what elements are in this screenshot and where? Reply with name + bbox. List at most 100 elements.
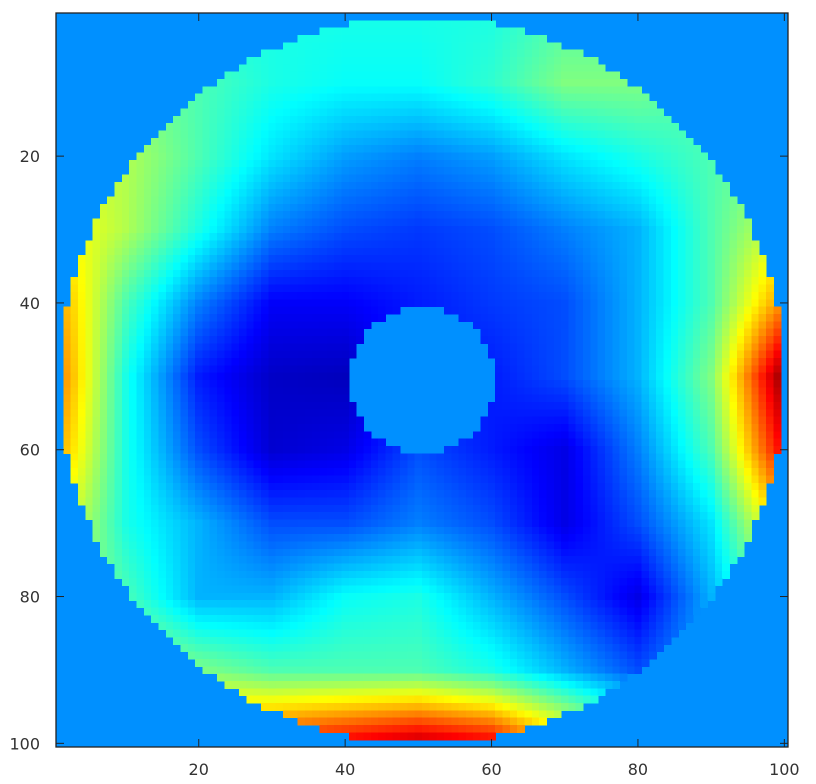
heatmap-cell bbox=[612, 380, 621, 388]
heatmap-cell bbox=[502, 255, 511, 264]
heatmap-cell bbox=[129, 409, 138, 418]
heatmap-cell bbox=[605, 189, 613, 198]
heatmap-cell bbox=[348, 321, 357, 330]
heatmap-cell bbox=[70, 409, 79, 418]
heatmap-cell bbox=[473, 20, 482, 29]
heatmap-cell bbox=[597, 247, 606, 256]
heatmap-cell bbox=[656, 416, 665, 425]
heatmap-cell bbox=[626, 328, 635, 337]
heatmap-cell bbox=[619, 101, 628, 110]
heatmap-cell bbox=[143, 145, 152, 154]
heatmap-cell bbox=[290, 269, 299, 278]
heatmap-cell bbox=[407, 130, 416, 139]
heatmap-cell bbox=[121, 277, 130, 286]
heatmap-cell bbox=[121, 174, 130, 183]
heatmap-cell bbox=[414, 453, 423, 462]
heatmap-cell bbox=[173, 446, 182, 454]
heatmap-cell bbox=[561, 453, 569, 462]
heatmap-cell bbox=[758, 255, 767, 264]
heatmap-cell bbox=[99, 460, 108, 469]
heatmap-cell bbox=[195, 387, 203, 396]
heatmap-cell bbox=[553, 130, 562, 139]
heatmap-cell bbox=[465, 269, 474, 278]
heatmap-cell bbox=[392, 71, 401, 80]
heatmap-cell bbox=[648, 387, 657, 396]
heatmap-cell bbox=[546, 468, 555, 477]
heatmap-cell bbox=[326, 402, 335, 410]
heatmap-cell bbox=[107, 409, 116, 418]
heatmap-cell bbox=[575, 416, 584, 425]
heatmap-cell bbox=[195, 145, 203, 154]
heatmap-cell bbox=[92, 357, 101, 366]
heatmap-cell bbox=[326, 130, 335, 139]
heatmap-cell bbox=[392, 167, 401, 176]
heatmap-cell bbox=[407, 123, 416, 132]
heatmap-cell bbox=[531, 137, 540, 146]
heatmap-cell bbox=[85, 335, 94, 344]
heatmap-cell bbox=[626, 218, 635, 227]
heatmap-cell bbox=[136, 416, 145, 425]
heatmap-cell bbox=[392, 240, 401, 249]
heatmap-cell bbox=[517, 262, 526, 271]
heatmap-cell bbox=[758, 431, 767, 440]
heatmap-cell bbox=[605, 438, 613, 447]
heatmap-cell bbox=[290, 247, 299, 256]
heatmap-cell bbox=[648, 460, 657, 469]
heatmap-cell bbox=[517, 291, 526, 300]
heatmap-cell bbox=[334, 328, 343, 337]
heatmap-cell bbox=[202, 453, 211, 462]
heatmap-cell bbox=[692, 181, 701, 190]
heatmap-cell bbox=[209, 343, 218, 352]
heatmap-cell bbox=[378, 174, 386, 183]
heatmap-cell bbox=[744, 299, 752, 308]
heatmap-cell bbox=[751, 357, 760, 366]
heatmap-cell bbox=[312, 247, 321, 256]
heatmap-cell bbox=[246, 152, 255, 161]
heatmap-cell bbox=[619, 387, 628, 396]
heatmap-cell bbox=[729, 387, 738, 396]
heatmap-cell bbox=[143, 431, 152, 440]
heatmap-cell bbox=[502, 79, 511, 87]
heatmap-cell bbox=[597, 189, 606, 198]
heatmap-cell bbox=[151, 438, 160, 447]
heatmap-cell bbox=[766, 468, 774, 477]
heatmap-cell bbox=[605, 357, 613, 366]
heatmap-cell bbox=[473, 247, 482, 256]
heatmap-cell bbox=[268, 86, 277, 95]
heatmap-cell bbox=[77, 387, 86, 396]
heatmap-cell bbox=[392, 137, 401, 146]
heatmap-cell bbox=[77, 299, 86, 308]
heatmap-cell bbox=[758, 343, 767, 352]
heatmap-cell bbox=[304, 255, 313, 264]
heatmap-cell bbox=[151, 247, 160, 256]
heatmap-cell bbox=[546, 79, 555, 87]
heatmap-cell bbox=[451, 79, 460, 87]
heatmap-cell bbox=[561, 313, 569, 322]
heatmap-cell bbox=[539, 255, 548, 264]
heatmap-cell bbox=[487, 233, 496, 242]
heatmap-cell bbox=[312, 394, 321, 403]
heatmap-cell bbox=[509, 446, 518, 454]
heatmap-cell bbox=[451, 291, 460, 300]
heatmap-cell bbox=[224, 145, 233, 154]
heatmap-cell bbox=[224, 262, 233, 271]
heatmap-cell bbox=[231, 357, 240, 366]
heatmap-cell bbox=[253, 453, 262, 462]
heatmap-cell bbox=[114, 409, 123, 418]
heatmap-cell bbox=[480, 93, 489, 102]
heatmap-cell bbox=[634, 203, 643, 212]
heatmap-cell bbox=[304, 203, 313, 212]
heatmap-cell bbox=[143, 460, 152, 469]
heatmap-cell bbox=[180, 306, 189, 315]
heatmap-cell bbox=[92, 306, 101, 315]
heatmap-cell bbox=[151, 145, 160, 154]
heatmap-cell bbox=[670, 350, 679, 359]
heatmap-cell bbox=[363, 108, 372, 117]
heatmap-cell bbox=[246, 291, 255, 300]
heatmap-cell bbox=[195, 233, 203, 242]
heatmap-cell bbox=[77, 424, 86, 432]
heatmap-cell bbox=[539, 335, 548, 344]
heatmap-cell bbox=[370, 453, 379, 462]
heatmap-cell bbox=[605, 233, 613, 242]
heatmap-cell bbox=[561, 424, 569, 432]
